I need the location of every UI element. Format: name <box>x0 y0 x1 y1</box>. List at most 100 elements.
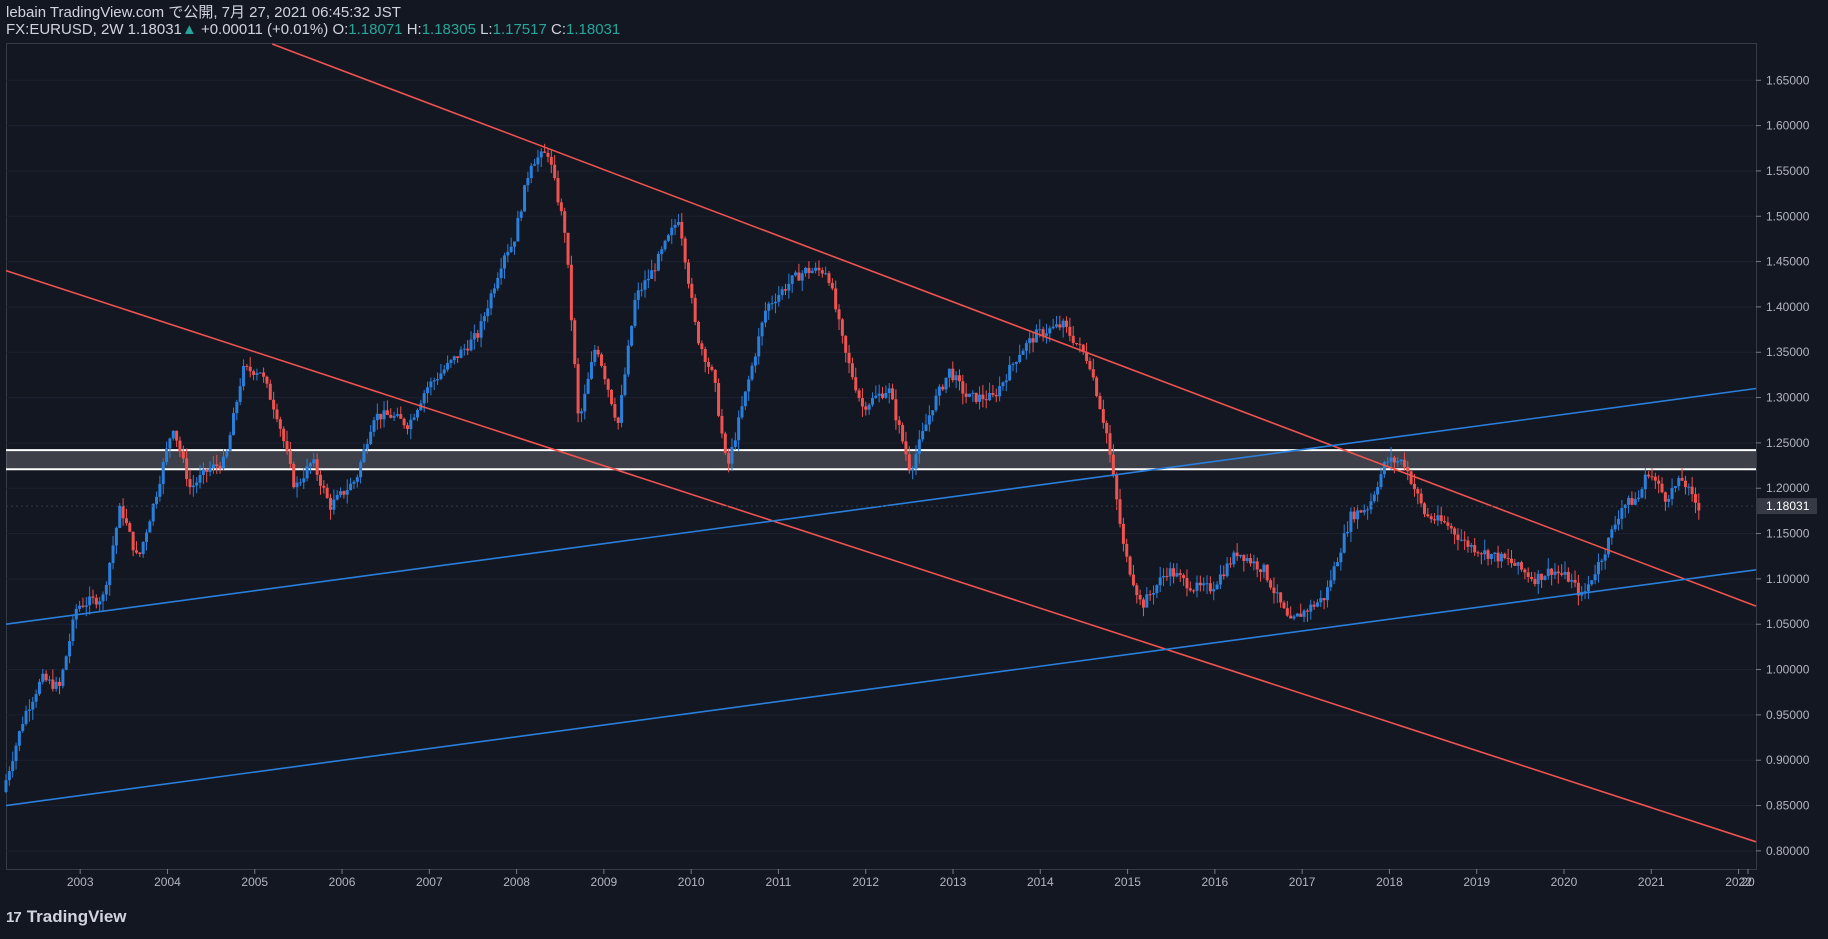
candle-body <box>1188 588 1192 591</box>
candle-body <box>1623 504 1627 508</box>
candle-body <box>1212 589 1216 592</box>
candle-body <box>653 270 657 272</box>
candle-body <box>837 309 841 320</box>
candle-body <box>479 321 483 338</box>
candle-body <box>34 694 38 702</box>
candle-body <box>937 386 941 396</box>
chart-pane[interactable] <box>6 43 1757 870</box>
candle-body <box>282 428 286 442</box>
candle-body <box>1285 608 1289 616</box>
candle-body <box>814 267 818 271</box>
candle-body <box>1198 582 1202 586</box>
candle-body <box>589 362 593 379</box>
candle-body <box>998 386 1002 397</box>
candle-body <box>1272 587 1276 594</box>
price-chart[interactable]: 0.80000 0.85000 0.90000 0.95000 1.00000 1.050… <box>0 0 1828 905</box>
candle-body <box>1683 480 1687 488</box>
candle-body <box>395 414 399 416</box>
candle-body <box>1215 584 1219 590</box>
low-label: L: <box>480 21 493 38</box>
candle-body <box>707 362 711 367</box>
symbol-info: FX:EURUSD, 2W 1.18031▲ +0.00011 (+0.01%)… <box>6 21 620 38</box>
candle-body <box>1366 509 1370 511</box>
candle-body <box>1422 503 1426 515</box>
candle-body <box>1182 575 1186 579</box>
candle-body <box>1439 515 1443 522</box>
candle-body <box>1325 587 1329 601</box>
candle-body <box>1402 459 1406 468</box>
tradingview-logo[interactable]: 17 TradingView <box>6 907 127 927</box>
candle-body <box>884 393 888 398</box>
candle-body <box>874 395 878 398</box>
candle-body <box>1456 534 1460 540</box>
candle-body <box>743 391 747 407</box>
candle-body <box>847 352 851 364</box>
candle-body <box>1416 489 1420 494</box>
candle-body <box>1329 580 1333 588</box>
candle-body <box>1630 497 1634 505</box>
x-tick-label: 2004 <box>154 875 181 889</box>
candle-body <box>1516 562 1520 566</box>
y-tick-label: 1.20000 <box>1766 481 1810 495</box>
candle-body <box>1101 408 1105 423</box>
candle-body <box>502 255 506 269</box>
candle-body <box>165 448 169 463</box>
candle-body <box>1560 573 1564 575</box>
candle-body <box>1690 486 1694 495</box>
candle-body <box>138 552 142 554</box>
candle-body <box>466 348 470 351</box>
candle-body <box>630 325 634 346</box>
candle-body <box>981 394 985 400</box>
y-tick-label: 1.40000 <box>1766 300 1810 314</box>
candle-body <box>375 413 379 421</box>
candle-body <box>181 451 185 459</box>
candle-body <box>318 474 322 486</box>
candle-body <box>1152 593 1156 595</box>
candle-body <box>412 417 416 420</box>
candle-body <box>208 468 212 472</box>
candle-body <box>302 478 306 483</box>
candle-body <box>1550 568 1554 575</box>
candle-body <box>118 505 122 528</box>
candle-body <box>1499 553 1503 562</box>
candle-body <box>409 419 413 430</box>
candle-body <box>760 322 764 337</box>
close-value: 1.18031 <box>566 21 621 38</box>
candle-body <box>245 365 249 367</box>
candle-body <box>415 409 419 418</box>
candle-body <box>499 268 503 278</box>
candle-body <box>807 267 811 273</box>
candle-body <box>218 466 222 469</box>
high-value: 1.18305 <box>421 21 476 38</box>
candle-body <box>901 424 905 442</box>
x-tick-label: 2011 <box>766 875 792 889</box>
candle-body <box>670 227 674 236</box>
candle-body <box>556 178 560 203</box>
candle-body <box>894 399 898 421</box>
candle-body <box>37 681 41 695</box>
x-tick-label: 2020 <box>1551 875 1578 889</box>
candle-body <box>496 277 500 289</box>
candle-body <box>767 303 771 311</box>
x-tick-label: 2013 <box>940 875 967 889</box>
candle-body <box>750 365 754 380</box>
candle-body <box>763 310 767 323</box>
candle-body <box>342 491 346 495</box>
candle-body <box>951 368 955 381</box>
candle-body <box>1429 516 1433 520</box>
candle-body <box>359 462 363 478</box>
candle-body <box>927 415 931 425</box>
candle-body <box>78 605 82 609</box>
candle-body <box>1453 528 1457 535</box>
candle-body <box>1048 328 1052 334</box>
candle-body <box>1673 486 1677 489</box>
candle-body <box>335 494 339 500</box>
candle-body <box>800 273 804 281</box>
candle-body <box>1269 580 1273 588</box>
y-tick-label: 1.25000 <box>1766 436 1810 450</box>
candle-body <box>1024 343 1028 351</box>
candle-body <box>877 393 881 396</box>
zone-fill <box>6 450 1756 470</box>
candle-body <box>292 463 296 488</box>
candle-body <box>352 481 356 484</box>
